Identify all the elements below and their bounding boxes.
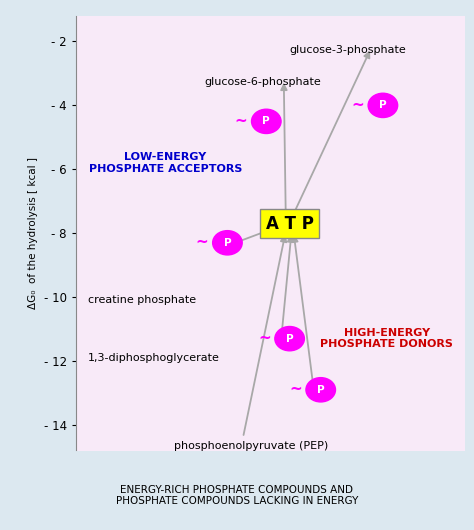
Text: P: P	[317, 385, 325, 395]
Text: LOW-ENERGY
PHOSPHATE ACCEPTORS: LOW-ENERGY PHOSPHATE ACCEPTORS	[89, 152, 242, 174]
Text: glucose-3-phosphate: glucose-3-phosphate	[290, 45, 406, 55]
Circle shape	[368, 93, 398, 118]
Text: ~: ~	[289, 382, 302, 398]
Text: ~: ~	[351, 98, 364, 113]
Text: ~: ~	[196, 235, 209, 250]
Text: P: P	[263, 117, 270, 126]
Circle shape	[306, 378, 336, 402]
Text: ~: ~	[258, 331, 271, 346]
Text: A T P: A T P	[265, 215, 314, 233]
Text: P: P	[224, 238, 231, 248]
Text: P: P	[286, 334, 293, 343]
Text: ENERGY-RICH PHOSPHATE COMPOUNDS AND
PHOSPHATE COMPOUNDS LACKING IN ENERGY: ENERGY-RICH PHOSPHATE COMPOUNDS AND PHOS…	[116, 485, 358, 506]
Text: HIGH-ENERGY
PHOSPHATE DONORS: HIGH-ENERGY PHOSPHATE DONORS	[320, 328, 453, 349]
Circle shape	[213, 231, 242, 255]
Circle shape	[275, 326, 304, 351]
Text: creatine phosphate: creatine phosphate	[88, 295, 196, 305]
Text: glucose-6-phosphate: glucose-6-phosphate	[204, 77, 321, 86]
Text: P: P	[379, 100, 387, 110]
Text: ~: ~	[235, 114, 247, 129]
Text: phosphoenolpyruvate (PEP): phosphoenolpyruvate (PEP)	[173, 441, 328, 451]
Circle shape	[252, 109, 281, 134]
Text: 1,3-diphosphoglycerate: 1,3-diphosphoglycerate	[88, 353, 219, 363]
Y-axis label: ΔG₀  of the hydrolysis [ kcal ]: ΔG₀ of the hydrolysis [ kcal ]	[28, 157, 38, 309]
